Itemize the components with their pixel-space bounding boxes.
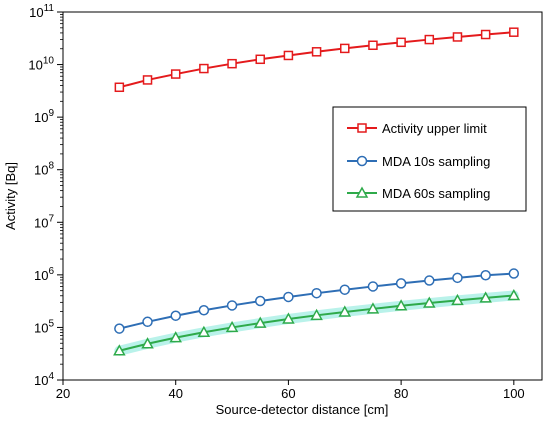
data-point [339,284,351,295]
data-point [114,82,125,93]
data-point [310,308,323,321]
data-point [367,281,379,292]
y-tick-label: 1010 [28,56,54,73]
data-point [142,75,153,85]
legend-marker [355,186,369,198]
data-point [507,288,521,301]
legend-items: Activity upper limit MDA 10s sampling MDA … [347,121,490,201]
legend-label: MDA 10s sampling [382,154,490,169]
data-point [225,320,239,333]
x-tick-label: 20 [56,386,70,401]
x-tick-label: 40 [168,386,182,401]
data-point [509,27,519,37]
data-point [255,54,265,65]
data-point [424,275,435,286]
data-point [282,312,295,324]
series-layer [113,27,521,356]
y-tick-label: 109 [34,108,54,125]
y-axis-label: Activity [Bq] [3,162,18,230]
data-point [169,331,182,343]
data-point [199,63,209,74]
x-tick-label: 100 [503,386,525,401]
data-point [170,69,181,79]
legend-marker [356,155,368,167]
data-point [170,310,181,321]
legend-marker [357,123,367,133]
data-point [508,268,520,279]
data-point [114,323,125,334]
y-tick-label: 106 [34,266,54,283]
x-axis-label: Source-detector distance [cm] [216,402,389,417]
data-point [311,287,322,299]
data-point [142,316,153,328]
data-point [254,295,266,307]
legend-label: MDA 60s sampling [382,186,490,201]
data-point [424,34,435,45]
data-point [423,296,436,308]
legend: Activity upper limit MDA 10s sampling MDA … [332,106,527,212]
series-1 [114,268,520,334]
data-point [253,316,267,328]
x-tick-label: 60 [281,386,295,401]
series-2 [113,288,521,356]
legend-label: Activity upper limit [382,121,487,136]
data-point [366,302,380,314]
data-point [340,43,350,54]
data-point [338,305,352,317]
data-point [480,270,491,281]
data-point [311,47,322,57]
data-point [197,325,211,337]
data-point [141,337,154,349]
data-point [395,278,407,289]
data-point [480,29,491,40]
y-tick-label: 104 [34,371,54,388]
data-point [368,40,378,51]
y-tick-label: 1011 [29,3,54,20]
data-point [452,32,463,42]
y-tick-label: 108 [34,161,54,178]
x-tick-label: 80 [394,386,408,401]
y-tick-label: 105 [34,318,54,335]
data-point [113,344,126,356]
data-point [283,50,294,61]
data-point [479,291,492,303]
data-point [452,272,463,284]
data-point [394,299,408,311]
series-0 [114,27,519,93]
data-point [396,37,406,48]
data-point [451,293,464,306]
axes: 20 40 60 80 100 104 105 106 107 108 109 1010 1011 [28,3,524,401]
data-point [198,305,210,316]
data-point [227,58,237,69]
data-point [226,300,238,311]
y-tick-label: 107 [34,213,54,230]
data-point [283,291,294,303]
